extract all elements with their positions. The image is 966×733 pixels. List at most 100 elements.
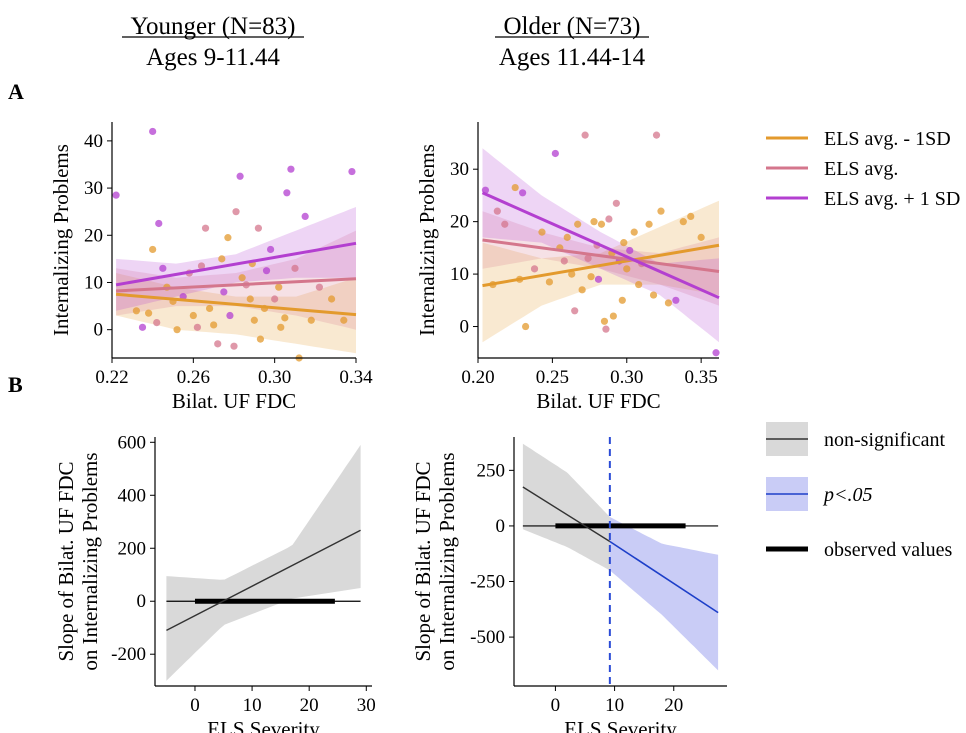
data-point [600, 317, 609, 325]
data-point [214, 340, 222, 348]
data-point [224, 234, 232, 242]
younger-title: Younger (N=83) [130, 13, 295, 40]
y-axis-label-line2: on Internalizing Problems [435, 452, 459, 670]
x-tick-label: 30 [357, 695, 376, 716]
legend-label: ELS avg. - 1SD [824, 128, 951, 150]
x-tick-label: 0 [190, 695, 200, 716]
younger-subtitle: Ages 9-11.44 [146, 44, 280, 71]
plot-a-older: 0.20 0.25 0.30 0.35 0 10 20 30 Bilat. UF FDC Inte… [415, 122, 720, 413]
data-point [602, 325, 610, 333]
data-point [256, 335, 265, 343]
legend-label: observed values [824, 539, 953, 561]
y-axis-label-line1: Slope of Bilat. UF FDC [54, 461, 78, 661]
data-point [210, 321, 218, 329]
data-point [501, 220, 509, 228]
data-point [149, 127, 157, 136]
data-point [206, 304, 214, 313]
x-axis-label: Bilat. UF FDC [172, 389, 296, 413]
data-point [560, 257, 568, 265]
data-point [664, 299, 673, 307]
data-point [307, 316, 315, 324]
x-tick-label: 0.22 [95, 367, 128, 388]
data-point [189, 311, 197, 320]
data-point [153, 319, 161, 327]
data-point [328, 295, 336, 303]
data-point [712, 349, 720, 357]
legend-significance: non-significant p<.05 observed values [766, 422, 953, 561]
x-tick-label: 20 [300, 695, 319, 716]
data-point [277, 323, 285, 331]
y-tick-label: 20 [84, 225, 103, 246]
older-title: Older (N=73) [504, 13, 641, 40]
x-tick-label: 0.35 [685, 367, 718, 388]
data-point [605, 215, 613, 223]
data-point [173, 326, 181, 334]
data-point [201, 224, 210, 232]
data-point [620, 239, 628, 247]
y-tick-label: 0 [460, 317, 470, 338]
y-tick-label: 30 [84, 178, 103, 199]
y-tick-label: 10 [450, 264, 469, 285]
data-point [581, 131, 589, 139]
y-tick-label: 400 [118, 485, 147, 506]
data-point [597, 220, 606, 228]
ci-band [116, 207, 356, 311]
data-point [697, 233, 705, 241]
data-point [626, 246, 634, 255]
data-point [262, 267, 271, 275]
nonsig-slope-line [522, 486, 611, 543]
data-point [530, 265, 539, 273]
data-point [635, 280, 643, 289]
x-axis-label: ELS Severity [564, 717, 677, 733]
data-point [649, 291, 658, 299]
data-point [138, 323, 147, 331]
data-point [250, 316, 258, 324]
data-point [493, 207, 501, 215]
data-point [511, 183, 519, 192]
y-tick-label: 20 [450, 212, 469, 233]
data-point [236, 172, 244, 180]
data-point [291, 264, 299, 272]
x-axis-label: Bilat. UF FDC [536, 389, 660, 413]
nonsig-slope-line [166, 529, 361, 631]
data-point [571, 307, 579, 315]
data-point [568, 270, 576, 278]
x-tick-label: 0 [551, 695, 561, 716]
data-point [584, 254, 592, 262]
x-tick-label: 10 [605, 695, 624, 716]
y-axis-label: Internalizing Problems [49, 144, 73, 336]
data-point [687, 212, 695, 220]
x-axis-label: ELS Severity [207, 717, 320, 733]
y-axis-label: Internalizing Problems [415, 144, 439, 336]
data-point [254, 224, 262, 232]
data-point [574, 220, 582, 228]
x-tick-label: 0.30 [610, 367, 643, 388]
x-tick-label: 0.30 [258, 367, 291, 388]
data-point [645, 220, 653, 228]
data-point [679, 218, 687, 226]
data-point [612, 199, 620, 207]
ci-band [116, 273, 356, 354]
y-tick-label: 200 [118, 538, 147, 559]
data-point [283, 189, 291, 197]
regression-line [115, 277, 357, 293]
data-point [630, 228, 638, 236]
data-point [348, 167, 356, 176]
data-point [238, 274, 246, 282]
legend-label: ELS avg. + 1 SD [824, 188, 960, 210]
data-point [193, 323, 201, 331]
x-tick-label: 0.26 [177, 367, 210, 388]
data-point [301, 212, 309, 220]
y-axis-label-line1: Slope of Bilat. UF FDC [411, 461, 435, 661]
regression-line [482, 243, 720, 288]
panel-label-a: A [8, 79, 24, 104]
data-point [590, 218, 598, 226]
nonsig-band [166, 444, 361, 681]
data-point [197, 262, 206, 270]
data-point [522, 322, 530, 331]
data-point [545, 278, 554, 286]
data-point [672, 296, 680, 304]
regression-line [481, 191, 720, 300]
x-tick-label: 20 [664, 695, 683, 716]
